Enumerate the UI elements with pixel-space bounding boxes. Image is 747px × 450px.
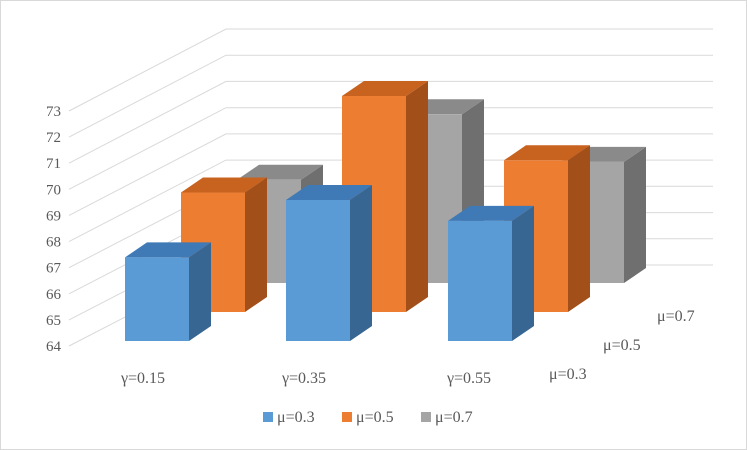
bar-side (624, 146, 646, 283)
bar-top (125, 242, 211, 258)
legend-item: μ=0.5 (342, 409, 394, 426)
y-tick-label: 66 (46, 287, 62, 303)
legend-swatch (421, 412, 431, 422)
gridline (68, 133, 713, 216)
bar-front (286, 200, 350, 341)
bar-side (245, 177, 267, 312)
y-tick-label: 64 (46, 339, 62, 355)
legend-swatch (342, 412, 352, 422)
bar-side (406, 81, 428, 312)
bar-front (125, 257, 189, 341)
legend-item: μ=0.3 (263, 409, 315, 426)
bar (448, 205, 534, 341)
legend-swatch (263, 412, 273, 422)
bar (286, 185, 372, 341)
legend: μ=0.3 μ=0.5 μ=0.7 (263, 409, 473, 426)
gridline (68, 54, 713, 138)
bar-side (350, 185, 372, 341)
y-axis-ticks: 64 65 66 67 68 69 70 71 72 73 (46, 104, 62, 355)
y-tick-label: 68 (46, 235, 61, 251)
gridline (68, 28, 713, 112)
category-label: γ=0.55 (446, 370, 491, 387)
category-label: γ=0.15 (120, 370, 165, 387)
category-label: γ=0.35 (281, 370, 326, 387)
bar-side (189, 242, 211, 341)
legend-item: μ=0.7 (421, 409, 473, 426)
y-tick-label: 69 (46, 208, 61, 224)
series-depth-label: μ=0.7 (657, 308, 695, 325)
bar-top (448, 205, 534, 221)
bar-side (512, 205, 534, 341)
bar-side (568, 145, 590, 312)
legend-label: μ=0.7 (435, 409, 473, 426)
bar-top (181, 177, 267, 193)
bar-front (448, 220, 512, 341)
bar-top (237, 164, 323, 180)
y-tick-label: 70 (46, 182, 61, 198)
gridline (68, 107, 713, 190)
bars (125, 81, 646, 341)
bar-top (342, 81, 428, 96)
y-tick-label: 67 (46, 261, 62, 277)
gridline (68, 80, 713, 164)
bar (125, 242, 211, 341)
series-depth-labels: μ=0.3 μ=0.5 μ=0.7 (549, 308, 695, 383)
legend-label: μ=0.3 (277, 409, 315, 426)
bar-top (504, 145, 590, 161)
series-depth-label: μ=0.5 (603, 337, 641, 354)
legend-label: μ=0.5 (356, 409, 394, 426)
y-tick-label: 73 (46, 104, 61, 120)
y-tick-label: 65 (46, 313, 61, 329)
y-tick-label: 72 (46, 130, 61, 146)
category-labels: γ=0.15 γ=0.35 γ=0.55 (120, 370, 491, 387)
bar-top (286, 185, 372, 200)
y-tick-label: 71 (46, 156, 61, 172)
series-depth-label: μ=0.3 (549, 366, 587, 383)
gridlines (68, 28, 713, 347)
